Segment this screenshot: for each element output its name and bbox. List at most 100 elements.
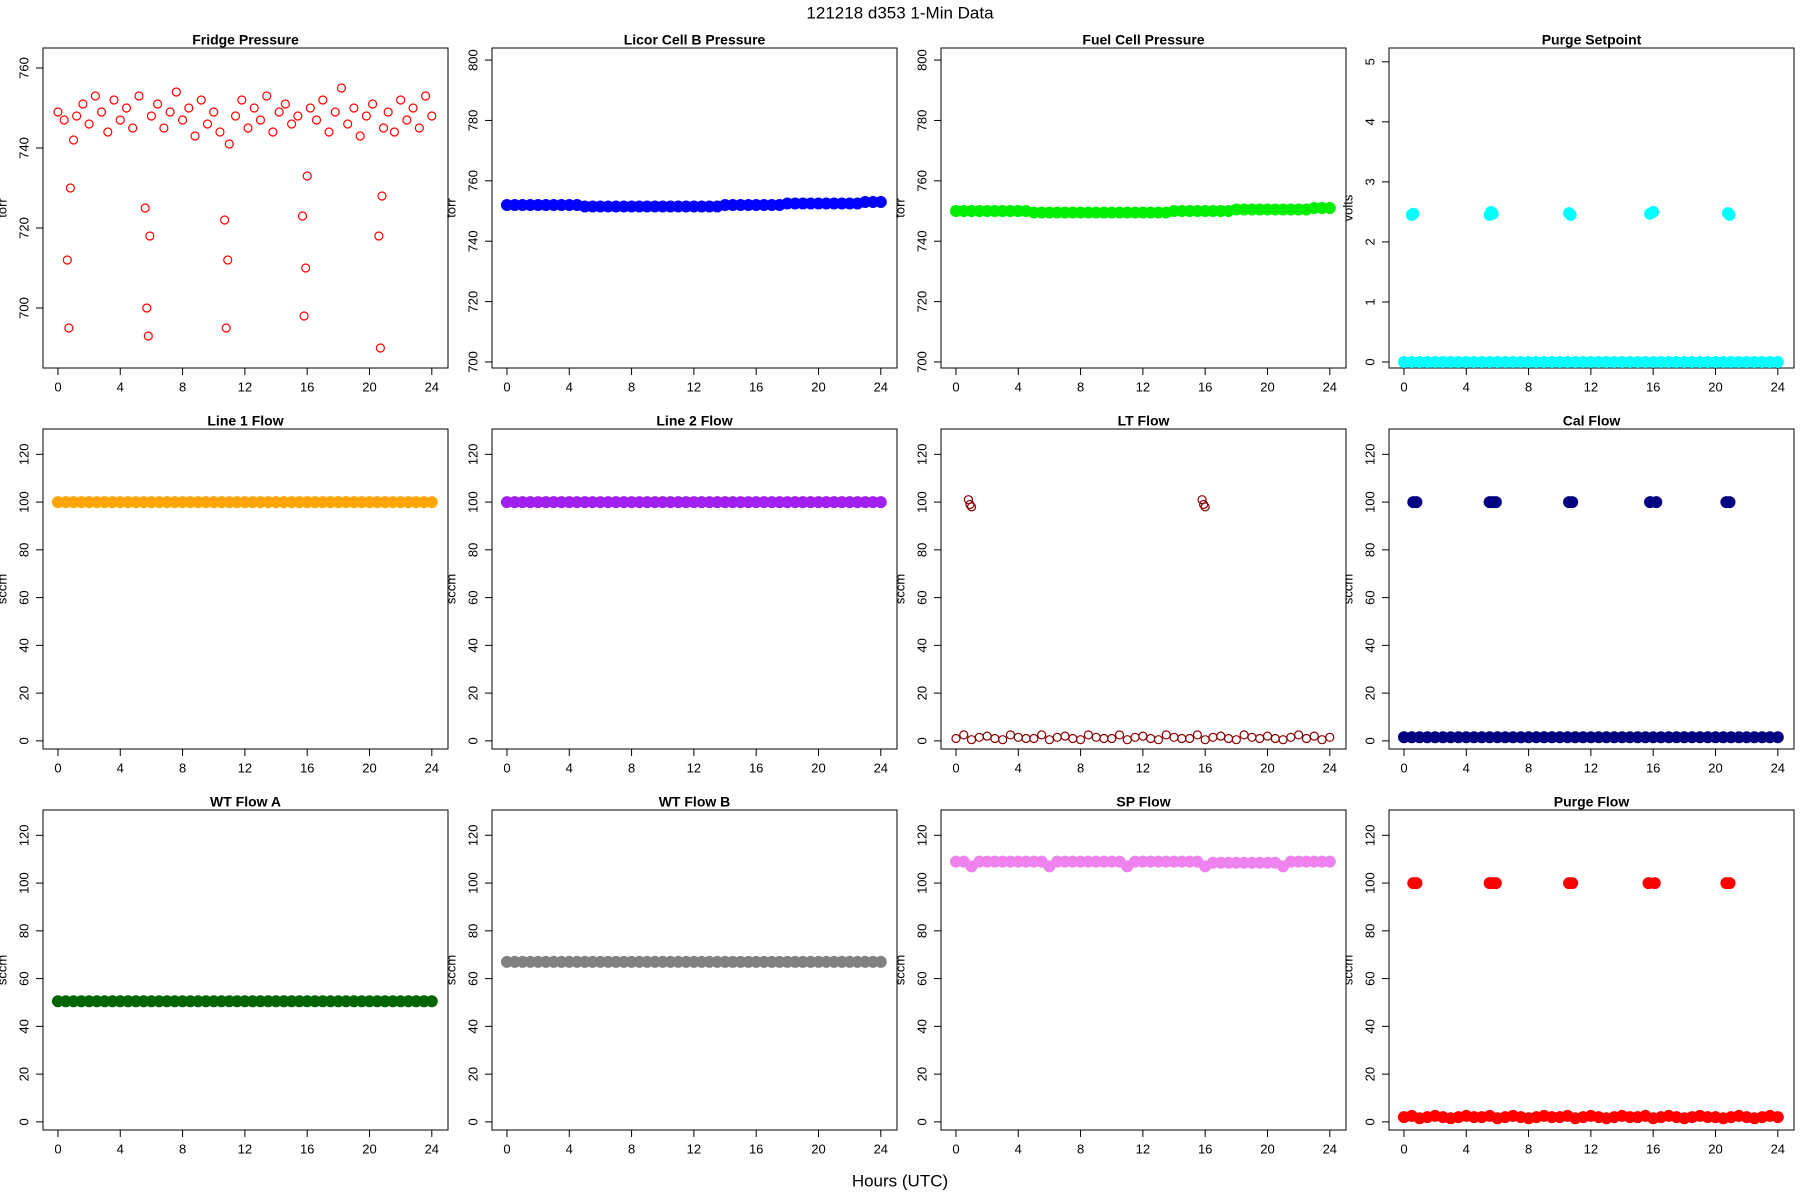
x-tick-label: 0: [952, 760, 959, 775]
y-tick-label: 60: [16, 590, 31, 604]
panel-title: WT Flow A: [210, 794, 281, 810]
x-tick-label: 4: [566, 1141, 573, 1156]
panel-title: Purge Setpoint: [1542, 32, 1642, 48]
data-point: [209, 107, 219, 117]
y-axis-label: torr: [892, 198, 907, 218]
data-point: [171, 87, 181, 97]
data-point: [1566, 496, 1579, 509]
x-tick-label: 8: [1077, 1141, 1084, 1156]
data-point: [221, 323, 231, 333]
y-tick-label: 740: [914, 230, 929, 252]
data-point: [143, 331, 153, 341]
x-tick-label: 24: [874, 1141, 888, 1156]
data-point: [1114, 730, 1125, 740]
data-point: [368, 99, 378, 109]
data-point: [396, 95, 406, 105]
x-tick-label: 8: [179, 760, 186, 775]
y-tick-label: 80: [1362, 924, 1377, 938]
data-point: [64, 323, 74, 333]
x-tick-label: 0: [54, 379, 61, 394]
data-point: [280, 99, 290, 109]
panel-title: Purge Flow: [1554, 794, 1630, 810]
y-tick-label: 0: [1362, 737, 1377, 744]
x-tick-label: 16: [1198, 379, 1212, 394]
data-point: [1723, 877, 1736, 890]
x-tick-label: 20: [362, 1141, 376, 1156]
x-tick-label: 20: [362, 760, 376, 775]
x-tick-label: 0: [952, 1141, 959, 1156]
data-point: [78, 99, 88, 109]
data-point: [184, 103, 194, 113]
data-point: [1200, 735, 1210, 745]
y-tick-label: 60: [1362, 971, 1377, 985]
y-tick-label: 100: [465, 491, 480, 513]
y-tick-label: 20: [16, 1067, 31, 1081]
x-tick-label: 12: [238, 760, 252, 775]
data-point: [1185, 733, 1195, 744]
x-tick-label: 12: [687, 760, 701, 775]
y-tick-label: 20: [914, 686, 929, 700]
y-tick-label: 740: [16, 137, 31, 159]
x-tick-label: 0: [952, 379, 959, 394]
y-tick-label: 40: [16, 1019, 31, 1033]
y-tick-label: 60: [16, 971, 31, 985]
y-tick-label: 0: [465, 737, 480, 744]
data-point: [1044, 735, 1055, 745]
x-tick-label: 24: [874, 760, 888, 775]
data-point: [297, 211, 308, 221]
data-point: [59, 115, 69, 125]
x-tick-label: 4: [566, 760, 573, 775]
data-point: [153, 99, 163, 109]
data-point: [146, 111, 157, 121]
data-point: [1231, 735, 1241, 745]
y-tick-label: 3: [1362, 178, 1377, 185]
data-point: [159, 123, 169, 133]
x-tick-label: 8: [628, 1141, 635, 1156]
data-point: [1199, 499, 1209, 510]
x-tick-label: 0: [503, 1141, 510, 1156]
data-point: [414, 123, 424, 133]
y-tick-label: 0: [16, 737, 31, 744]
y-tick-label: 40: [914, 638, 929, 652]
y-tick-label: 40: [1362, 638, 1377, 652]
data-point: [220, 215, 230, 225]
data-point: [1013, 732, 1023, 742]
x-tick-label: 8: [1525, 379, 1532, 394]
y-tick-label: 60: [1362, 590, 1377, 604]
y-tick-label: 60: [914, 971, 929, 985]
x-axis-label: Hours (UTC): [852, 1171, 948, 1190]
data-point: [103, 127, 113, 137]
data-point: [1262, 731, 1273, 741]
x-tick-label: 12: [687, 1141, 701, 1156]
x-tick-label: 20: [1708, 379, 1722, 394]
data-point: [389, 127, 400, 137]
data-point: [1146, 733, 1156, 744]
data-point: [361, 111, 371, 121]
y-tick-label: 20: [465, 1067, 480, 1081]
plot-frame: [42, 428, 449, 750]
y-tick-label: 80: [16, 924, 31, 938]
y-tick-label: 800: [465, 49, 480, 71]
data-point: [293, 111, 303, 121]
x-tick-label: 0: [1400, 760, 1407, 775]
data-point: [1301, 733, 1312, 744]
data-point: [1771, 731, 1784, 744]
x-tick-label: 8: [1077, 379, 1084, 394]
y-axis-label: sccm: [1340, 574, 1355, 604]
y-tick-label: 120: [914, 443, 929, 465]
data-point: [1021, 733, 1031, 744]
x-tick-label: 24: [425, 1141, 439, 1156]
x-tick-label: 0: [1400, 379, 1407, 394]
data-point: [1037, 730, 1047, 740]
x-tick-label: 12: [1584, 760, 1598, 775]
data-point: [249, 103, 259, 113]
y-tick-label: 720: [16, 217, 31, 239]
data-point: [202, 119, 213, 129]
y-tick-label: 80: [16, 543, 31, 557]
y-tick-label: 720: [914, 291, 929, 313]
x-tick-label: 8: [1077, 760, 1084, 775]
x-tick-label: 24: [1771, 760, 1785, 775]
y-tick-label: 20: [1362, 686, 1377, 700]
x-tick-label: 16: [1646, 760, 1660, 775]
data-point: [53, 107, 63, 117]
